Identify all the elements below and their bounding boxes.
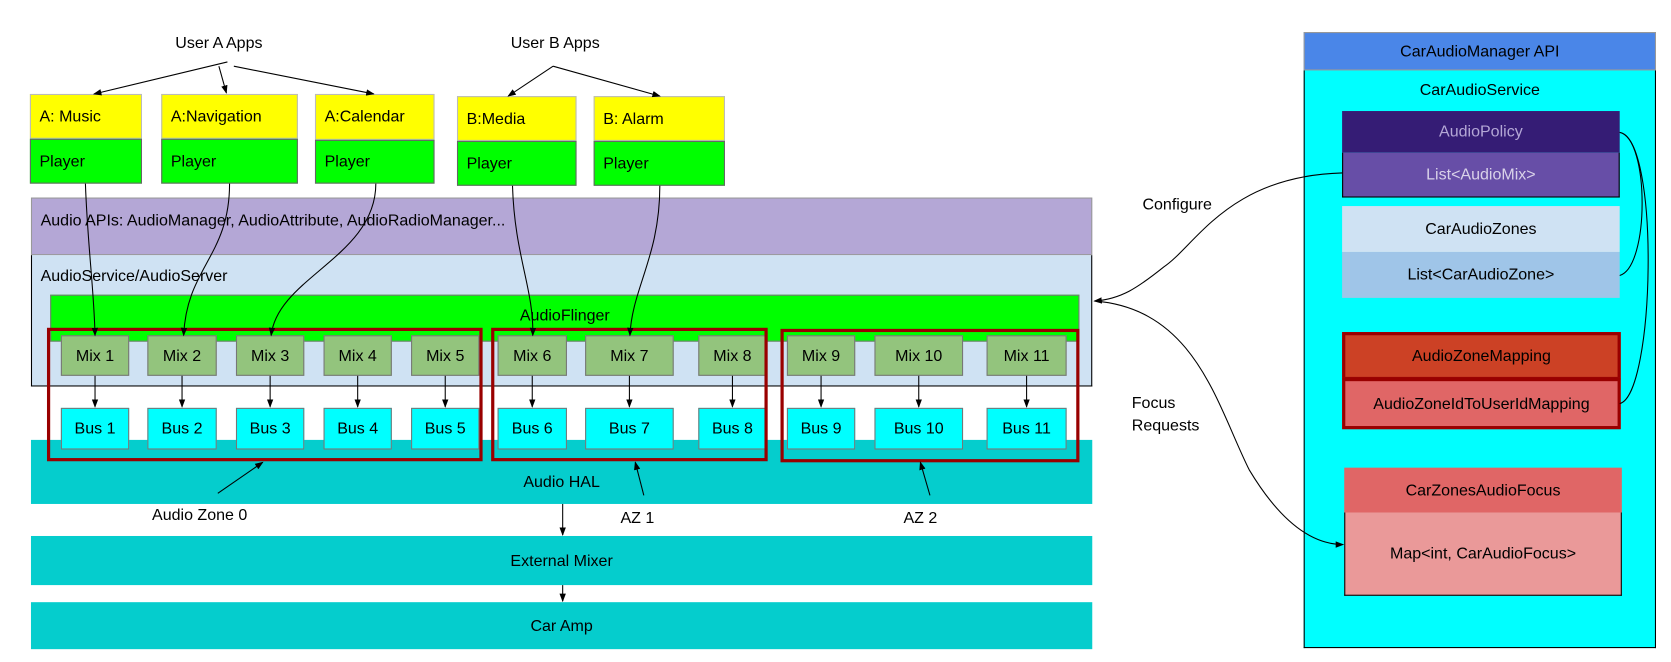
alarm-player-to-mix7: [627, 185, 661, 337]
audio-zone-2-box: [780, 328, 1080, 463]
bus-box: Bus 2: [147, 407, 217, 450]
user-a-to-music-arrow: [92, 61, 228, 96]
configure-curve: [1093, 172, 1343, 304]
external-mixer-layer: External Mixer: [30, 535, 1093, 586]
user-a-apps-label: User A Apps: [175, 33, 263, 52]
car-audio-service-label: CarAudioService: [1419, 81, 1540, 100]
bus-box: Bus 8: [698, 407, 767, 450]
bus-box: Bus 11: [986, 407, 1067, 450]
mix-box: Mix 8: [698, 335, 767, 376]
mix-box: Mix 7: [585, 335, 674, 376]
bus-box: Bus 7: [585, 407, 674, 450]
car-zones-audio-focus: CarZonesAudioFocus: [1344, 467, 1622, 513]
car-amp-layer: Car Amp: [30, 602, 1093, 650]
navigation-player-to-mix2: [180, 183, 231, 337]
audio-zone-id-to-user-id-mapping: AudioZoneIdToUserIdMapping: [1342, 377, 1621, 430]
bus-box: Bus 5: [411, 407, 480, 450]
bus-box: Bus 1: [60, 407, 130, 450]
bus-box: Bus 3: [235, 407, 305, 450]
mix-box: Mix 11: [986, 335, 1067, 376]
user-b-to-alarm-arrow: [552, 65, 661, 98]
car-audio-zone-list: List<CarAudioZone>: [1342, 251, 1620, 298]
app-box: A:Calendar: [314, 93, 435, 140]
bus-box: Bus 4: [323, 407, 392, 450]
policy-to-zone-list-link: [1619, 131, 1643, 276]
audio-zone-mapping: AudioZoneMapping: [1342, 332, 1621, 381]
player-box: Player: [456, 140, 577, 186]
audio-hal-layer: Audio HAL: [30, 439, 1093, 504]
zone-label-2: AZ 2: [903, 508, 938, 527]
bus-box: Bus 9: [786, 407, 856, 450]
mix-box: Mix 10: [874, 335, 964, 376]
player-box: Player: [314, 139, 435, 184]
user-a-to-calendar-arrow: [233, 65, 375, 96]
audio-service-label: AudioService/AudioServer: [40, 266, 228, 286]
configure-label: Configure: [1142, 195, 1212, 214]
az1-pointer: [634, 461, 645, 496]
car-audio-zones: CarAudioZones: [1342, 206, 1620, 252]
audio-policy: AudioPolicy: [1342, 111, 1620, 153]
player-box: Player: [29, 138, 143, 184]
app-box: B: Alarm: [593, 96, 725, 141]
zone0-pointer: [217, 461, 264, 494]
audio-flinger: AudioFlinger: [50, 294, 1080, 342]
mix-box: Mix 2: [147, 335, 217, 376]
app-box: A: Music: [29, 93, 143, 139]
user-a-to-navigation-arrow: [218, 66, 228, 94]
audio-zone-0-box: [46, 327, 483, 462]
mix-box: Mix 3: [235, 335, 305, 376]
mix-box: Mix 5: [411, 335, 480, 376]
app-box: B:Media: [456, 96, 577, 141]
player-box: Player: [161, 138, 298, 184]
mix-box: Mix 4: [323, 335, 392, 376]
player-box: Player: [593, 140, 725, 186]
focus-requests-label-line1: Focus: [1131, 393, 1176, 413]
zone-label-1: AZ 1: [620, 508, 655, 527]
az2-pointer: [919, 461, 931, 496]
bus-box: Bus 10: [874, 407, 964, 450]
audio-apis-layer: Audio APIs: AudioManager, AudioAttribute…: [30, 197, 1093, 256]
audio-mix-list: List<AudioMix>: [1342, 152, 1620, 198]
music-player-to-mix1: [84, 183, 99, 337]
zone-label-0: Audio Zone 0: [152, 505, 248, 524]
calendar-player-to-mix3: [268, 183, 377, 337]
car-audio-focus-map: Map<int, CarAudioFocus>: [1344, 512, 1622, 596]
bus-box: Bus 6: [497, 407, 567, 450]
media-player-to-mix6: [511, 185, 537, 337]
user-b-to-media-arrow: [507, 65, 554, 97]
app-box: A:Navigation: [161, 93, 298, 139]
policy-to-user-mapping-link: [1619, 131, 1649, 405]
car-audio-manager-api: CarAudioManager API: [1303, 32, 1657, 71]
mix-box: Mix 9: [786, 335, 856, 376]
user-b-apps-label: User B Apps: [510, 33, 600, 52]
focus-requests-curve: [1095, 300, 1345, 548]
focus-requests-label-line2: Requests: [1131, 416, 1200, 435]
